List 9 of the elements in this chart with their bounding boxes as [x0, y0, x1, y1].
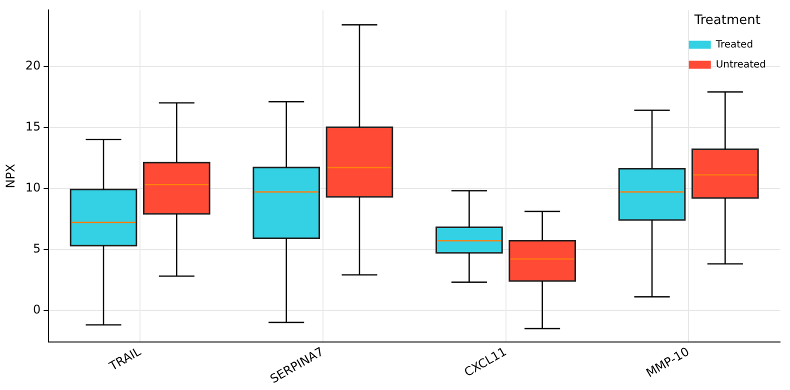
- y-tick-label: 10: [25, 180, 41, 194]
- y-tick-label: 5: [33, 241, 41, 256]
- y-axis-title: NPX: [3, 164, 18, 188]
- legend-label: Untreated: [716, 59, 766, 70]
- y-tick-label: 0: [33, 302, 41, 316]
- y-tick-label: 20: [25, 58, 41, 72]
- legend-label: Treated: [714, 39, 754, 50]
- legend-title: Treatment: [693, 13, 760, 28]
- y-tick-label: 15: [25, 119, 41, 134]
